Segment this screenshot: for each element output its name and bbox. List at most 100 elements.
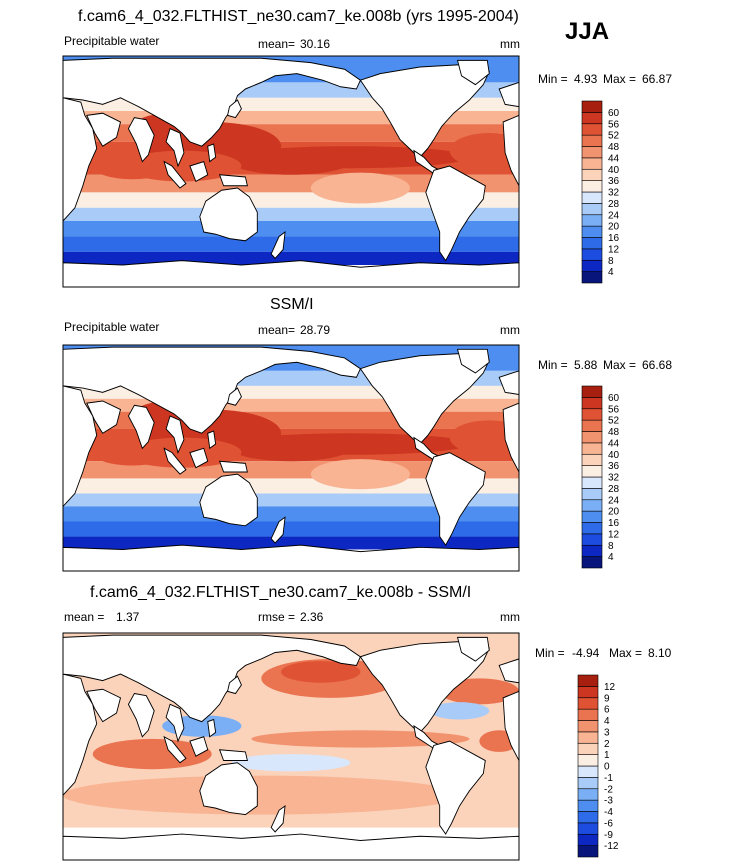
colorbar-swatch <box>581 237 603 250</box>
map-frame <box>62 632 520 861</box>
colorbar-swatch <box>581 431 603 444</box>
colorbar-tick-label: -6 <box>604 818 613 829</box>
colorbar-swatch <box>577 742 599 755</box>
colorbar-tick-label: 12 <box>608 244 620 255</box>
colorbar-tick-label: 4 <box>608 267 614 278</box>
panel1-min-value: 4.93 <box>574 72 598 86</box>
colorbar-tick-label: 12 <box>608 529 620 540</box>
panel1-max-label: Max = <box>603 72 637 86</box>
field-feature <box>63 775 460 815</box>
map-panel-2 <box>62 344 520 572</box>
field-feature <box>310 172 410 204</box>
field-feature <box>251 730 470 748</box>
colorbar-tick-label: 28 <box>608 199 620 210</box>
colorbar-tick-label: 32 <box>608 473 620 484</box>
colorbar-tick-label: 4 <box>608 552 614 563</box>
colorbar-swatch <box>581 397 603 410</box>
colorbar-swatch <box>581 191 603 204</box>
panel1-max-value: 66.87 <box>642 72 673 86</box>
panel3-rmse-label: rmse = <box>258 610 296 624</box>
map-frame <box>62 55 520 288</box>
colorbar-swatch <box>581 556 603 569</box>
panel3-title: f.cam6_4_032.FLTHIST_ne30.cam7_ke.008b -… <box>90 584 472 601</box>
colorbar-swatch <box>581 408 603 421</box>
colorbar-swatch <box>581 134 603 147</box>
field-band <box>63 192 519 208</box>
colorbar-tick-label: -2 <box>604 784 613 795</box>
colorbar-tick-label: 28 <box>608 484 620 495</box>
field-feature <box>92 439 173 466</box>
panel2-max-value: 66.68 <box>642 358 673 372</box>
colorbar-tick-label: 1 <box>604 750 610 761</box>
colorbar-swatch <box>581 259 603 272</box>
field-feature <box>281 661 361 683</box>
field-feature <box>231 754 351 772</box>
colorbar-swatch <box>577 697 599 710</box>
colorbar-swatch <box>581 533 603 546</box>
colorbar-swatch <box>581 180 603 193</box>
colorbar-swatch <box>581 488 603 501</box>
panel3-units: mm <box>500 610 520 624</box>
colorbar-tick-label: 3 <box>604 727 610 738</box>
colorbar-swatch <box>581 248 603 261</box>
colorbar-tick-label: 36 <box>608 176 620 187</box>
colorbar-swatch <box>577 788 599 801</box>
colorbar-swatch <box>581 157 603 170</box>
colorbar-swatch <box>577 754 599 767</box>
colorbar-swatch <box>577 708 599 721</box>
field-band <box>63 521 519 537</box>
field-feature <box>231 435 351 462</box>
panel2-mean-value: 28.79 <box>300 323 331 337</box>
panel2-max-label: Max = <box>603 358 637 372</box>
colorbar-swatch <box>581 168 603 181</box>
panel3-mean-value: 1.37 <box>116 610 140 624</box>
colorbar-swatch <box>581 123 603 136</box>
colorbar-tick-label: -1 <box>604 773 613 784</box>
field-band <box>63 236 519 252</box>
panel2-units: mm <box>500 323 520 337</box>
colorbar-swatch <box>577 822 599 835</box>
colorbar-swatch <box>581 203 603 216</box>
colorbar-tick-label: 9 <box>604 693 610 704</box>
colorbar-tick-label: 12 <box>604 682 616 693</box>
colorbar-tick-label: 0 <box>604 762 610 773</box>
colorbar-tick-label: 56 <box>608 119 620 130</box>
colorbar-tick-label: 36 <box>608 461 620 472</box>
colorbar-swatch <box>581 146 603 159</box>
field-feature <box>429 702 490 720</box>
colorbar-swatch <box>577 765 599 778</box>
colorbar-tick-label: 44 <box>608 438 620 449</box>
panel1-title: f.cam6_4_032.FLTHIST_ne30.cam7_ke.008b (… <box>78 8 519 25</box>
colorbar-swatch <box>577 777 599 790</box>
colorbar-tick-label: 40 <box>608 450 620 461</box>
field-feature <box>231 148 351 175</box>
colorbar-tick-label: -12 <box>604 841 619 852</box>
panel2-mean-label: mean= <box>258 323 296 337</box>
field-feature <box>310 459 410 490</box>
colorbar-swatch <box>577 686 599 699</box>
panel1-mean-label: mean= <box>258 37 296 51</box>
colorbar-tick-label: 48 <box>608 427 620 438</box>
colorbar-tick-label: 56 <box>608 404 620 415</box>
map-panel-3 <box>62 632 520 861</box>
field-band <box>63 478 519 494</box>
field-band <box>63 493 519 507</box>
colorbar-swatch <box>577 833 599 846</box>
colorbar-tick-label: -9 <box>604 830 613 841</box>
colorbar-swatch <box>581 112 603 125</box>
colorbar-swatch <box>577 720 599 733</box>
map-frame <box>62 344 520 572</box>
colorbar-tick-label: 60 <box>608 393 620 404</box>
colorbar-tick-label: 52 <box>608 131 620 142</box>
colorbar-swatch <box>581 499 603 512</box>
colorbar-tick-label: 16 <box>608 518 620 529</box>
season-label: JJA <box>565 18 610 45</box>
colorbar-tick-label: 2 <box>604 739 610 750</box>
colorbar-tick-label: 4 <box>604 716 610 727</box>
colorbar-tick-label: 20 <box>608 507 620 518</box>
colorbar-tick-label: 24 <box>608 210 620 221</box>
colorbar-tick-label: 32 <box>608 188 620 199</box>
